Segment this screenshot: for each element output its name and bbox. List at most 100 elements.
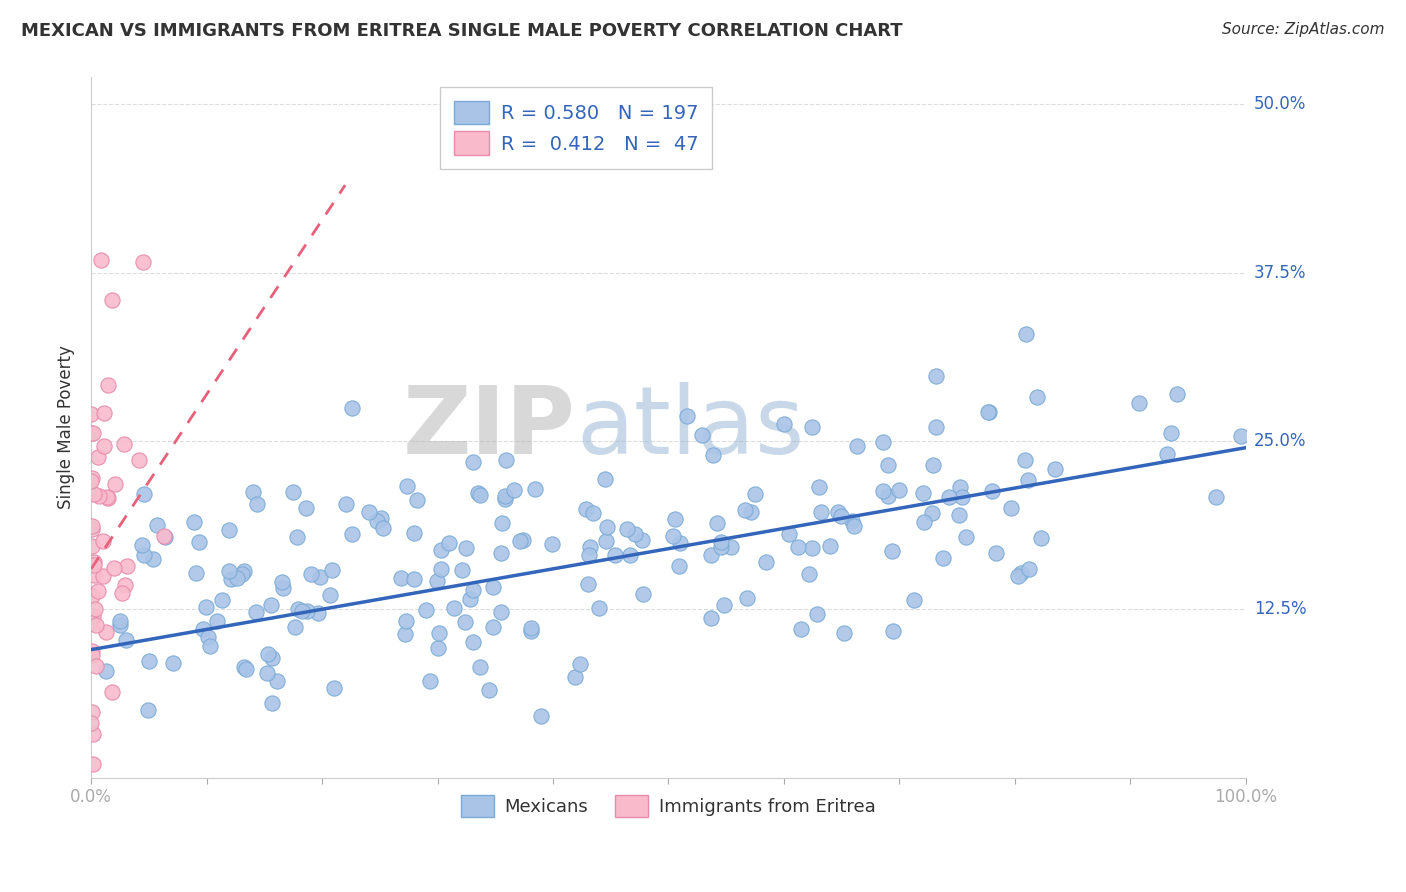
Point <box>569 657 592 672</box>
Point <box>948 508 970 522</box>
Point <box>371 521 394 535</box>
Point <box>924 368 946 383</box>
Point <box>359 505 381 519</box>
Point <box>1031 531 1053 545</box>
Point <box>832 625 855 640</box>
Point <box>82 756 104 771</box>
Point <box>1166 387 1188 401</box>
Point <box>366 514 388 528</box>
Point <box>195 600 218 615</box>
Point <box>806 607 828 621</box>
Point <box>80 589 103 603</box>
Point <box>80 706 103 720</box>
Point <box>245 605 267 619</box>
Point <box>132 548 155 562</box>
Point <box>80 648 103 663</box>
Point <box>800 541 823 556</box>
Point <box>541 537 564 551</box>
Point <box>87 489 110 503</box>
Text: 50.0%: 50.0% <box>1254 95 1306 113</box>
Point <box>710 540 733 554</box>
Point <box>778 526 800 541</box>
Point <box>744 487 766 501</box>
Point <box>218 523 240 537</box>
Text: 25.0%: 25.0% <box>1254 432 1306 450</box>
Point <box>530 708 553 723</box>
Point <box>153 530 176 544</box>
Point <box>415 603 437 617</box>
Point <box>97 491 120 505</box>
Point <box>82 609 104 624</box>
Point <box>83 568 105 582</box>
Point <box>668 559 690 574</box>
Point <box>396 479 419 493</box>
Point <box>404 572 426 586</box>
Point <box>664 512 686 526</box>
Point <box>82 643 104 657</box>
Point <box>458 591 481 606</box>
Point <box>101 685 124 699</box>
Point <box>370 510 392 524</box>
Point <box>205 614 228 628</box>
Point <box>132 487 155 501</box>
Point <box>790 622 813 636</box>
Point <box>114 632 136 647</box>
Point <box>91 569 114 583</box>
Point <box>426 640 449 655</box>
Point <box>218 565 240 579</box>
Point <box>755 555 778 569</box>
Point <box>1156 447 1178 461</box>
Point <box>295 500 318 515</box>
Point <box>520 624 543 639</box>
Point <box>922 458 945 473</box>
Point <box>186 566 208 581</box>
Point <box>950 491 973 505</box>
Point <box>489 605 512 619</box>
Point <box>193 622 215 636</box>
Point <box>136 703 159 717</box>
Point <box>226 571 249 585</box>
Point <box>1128 395 1150 409</box>
Point <box>955 530 977 544</box>
Point <box>430 543 453 558</box>
Point <box>96 491 118 505</box>
Point <box>509 533 531 548</box>
Point <box>579 540 602 554</box>
Point <box>307 607 329 621</box>
Point <box>912 516 935 530</box>
Point <box>1014 326 1036 341</box>
Point <box>260 696 283 710</box>
Point <box>83 601 105 615</box>
Point <box>319 587 342 601</box>
Point <box>463 583 485 598</box>
Point <box>112 437 135 451</box>
Point <box>82 522 104 536</box>
Point <box>270 575 292 590</box>
Point <box>1026 390 1049 404</box>
Point <box>235 662 257 676</box>
Point <box>495 453 517 467</box>
Point <box>284 619 307 633</box>
Point <box>114 578 136 592</box>
Point <box>93 439 115 453</box>
Point <box>846 439 869 453</box>
Point <box>291 604 314 618</box>
Point <box>461 634 484 648</box>
Point <box>574 501 596 516</box>
Point <box>285 530 308 544</box>
Point <box>807 480 830 494</box>
Point <box>128 452 150 467</box>
Point <box>720 540 742 554</box>
Point <box>797 566 820 581</box>
Point <box>84 617 107 632</box>
Point <box>80 407 103 421</box>
Point <box>454 615 477 629</box>
Point <box>87 450 110 464</box>
Point <box>91 533 114 548</box>
Point <box>198 639 221 653</box>
Point <box>83 486 105 500</box>
Point <box>1205 490 1227 504</box>
Point <box>451 563 474 577</box>
Point <box>491 516 513 531</box>
Point <box>593 471 616 485</box>
